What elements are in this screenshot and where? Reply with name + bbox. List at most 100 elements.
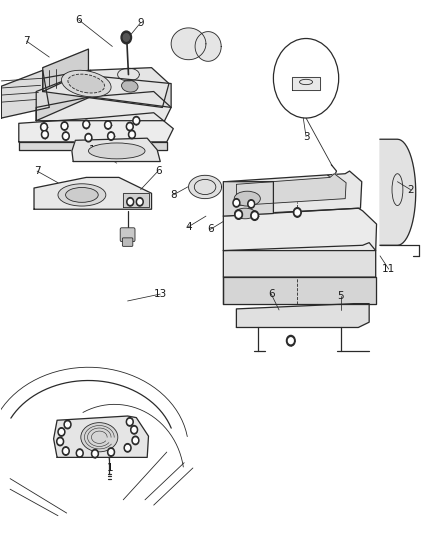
Circle shape xyxy=(109,134,113,139)
Circle shape xyxy=(132,436,139,445)
Text: 10: 10 xyxy=(334,190,347,200)
Circle shape xyxy=(233,199,240,207)
Circle shape xyxy=(57,437,64,446)
Circle shape xyxy=(64,449,68,454)
Circle shape xyxy=(286,335,295,346)
Circle shape xyxy=(235,210,243,219)
Text: 9: 9 xyxy=(138,18,144,28)
Circle shape xyxy=(248,200,254,208)
Text: 1: 1 xyxy=(107,463,113,473)
Circle shape xyxy=(92,449,99,458)
Circle shape xyxy=(105,120,112,129)
Polygon shape xyxy=(36,92,171,120)
Ellipse shape xyxy=(81,423,118,452)
Circle shape xyxy=(106,123,110,127)
Circle shape xyxy=(123,34,129,41)
Circle shape xyxy=(87,135,90,140)
Circle shape xyxy=(132,427,136,432)
Circle shape xyxy=(130,132,134,137)
Circle shape xyxy=(126,122,133,131)
Circle shape xyxy=(62,132,69,140)
Polygon shape xyxy=(223,243,376,277)
Text: 1: 1 xyxy=(268,198,275,208)
Circle shape xyxy=(42,130,48,139)
Polygon shape xyxy=(189,175,222,199)
Circle shape xyxy=(121,31,131,44)
Text: 6: 6 xyxy=(155,166,161,176)
Polygon shape xyxy=(380,139,416,245)
Polygon shape xyxy=(292,77,320,91)
Circle shape xyxy=(109,450,113,455)
Circle shape xyxy=(131,425,138,434)
Polygon shape xyxy=(53,416,148,457)
Circle shape xyxy=(295,210,300,215)
Circle shape xyxy=(85,133,92,142)
Polygon shape xyxy=(43,68,169,108)
Ellipse shape xyxy=(68,74,105,93)
Text: 6: 6 xyxy=(75,15,82,25)
Polygon shape xyxy=(43,49,88,92)
Ellipse shape xyxy=(66,188,98,203)
Text: 6: 6 xyxy=(268,289,275,299)
Circle shape xyxy=(83,120,90,128)
Circle shape xyxy=(127,198,134,206)
Circle shape xyxy=(62,447,69,455)
Polygon shape xyxy=(195,31,221,61)
Polygon shape xyxy=(223,182,273,216)
Circle shape xyxy=(128,199,132,204)
Circle shape xyxy=(126,446,130,450)
Ellipse shape xyxy=(234,191,260,206)
Circle shape xyxy=(76,449,83,457)
Circle shape xyxy=(93,451,97,456)
Circle shape xyxy=(85,122,88,127)
Circle shape xyxy=(63,124,67,128)
Text: 12: 12 xyxy=(88,145,102,155)
Circle shape xyxy=(61,122,68,130)
Polygon shape xyxy=(91,76,171,108)
Circle shape xyxy=(134,118,138,123)
Text: 3: 3 xyxy=(303,132,309,142)
Circle shape xyxy=(58,427,65,436)
Polygon shape xyxy=(237,304,369,327)
Circle shape xyxy=(288,338,293,344)
Circle shape xyxy=(293,208,301,217)
Circle shape xyxy=(234,200,238,205)
Circle shape xyxy=(253,213,257,218)
Polygon shape xyxy=(72,138,160,161)
Ellipse shape xyxy=(121,80,138,92)
Circle shape xyxy=(128,419,132,424)
Polygon shape xyxy=(237,174,346,206)
Polygon shape xyxy=(34,177,152,209)
Polygon shape xyxy=(1,70,49,118)
Ellipse shape xyxy=(235,208,255,219)
Circle shape xyxy=(134,438,138,443)
Text: 4: 4 xyxy=(185,222,192,232)
Circle shape xyxy=(41,123,47,131)
Text: 8: 8 xyxy=(170,190,177,200)
Polygon shape xyxy=(171,28,206,60)
Circle shape xyxy=(249,201,253,206)
Circle shape xyxy=(108,132,115,140)
Circle shape xyxy=(237,212,241,217)
Text: 6: 6 xyxy=(207,224,214,235)
Circle shape xyxy=(43,132,47,137)
Circle shape xyxy=(66,422,70,427)
FancyBboxPatch shape xyxy=(120,228,135,241)
Circle shape xyxy=(64,134,68,139)
Circle shape xyxy=(60,430,64,434)
Polygon shape xyxy=(19,142,167,150)
Circle shape xyxy=(124,443,131,452)
Text: 13: 13 xyxy=(154,289,167,299)
Circle shape xyxy=(58,439,62,444)
Polygon shape xyxy=(223,277,376,304)
Text: 7: 7 xyxy=(34,166,40,176)
Text: 2: 2 xyxy=(407,184,414,195)
Circle shape xyxy=(251,211,258,220)
Polygon shape xyxy=(123,193,149,207)
Circle shape xyxy=(128,124,132,129)
Circle shape xyxy=(42,125,46,130)
Circle shape xyxy=(128,130,135,139)
Polygon shape xyxy=(36,70,91,120)
FancyBboxPatch shape xyxy=(122,238,133,246)
Polygon shape xyxy=(223,208,377,251)
